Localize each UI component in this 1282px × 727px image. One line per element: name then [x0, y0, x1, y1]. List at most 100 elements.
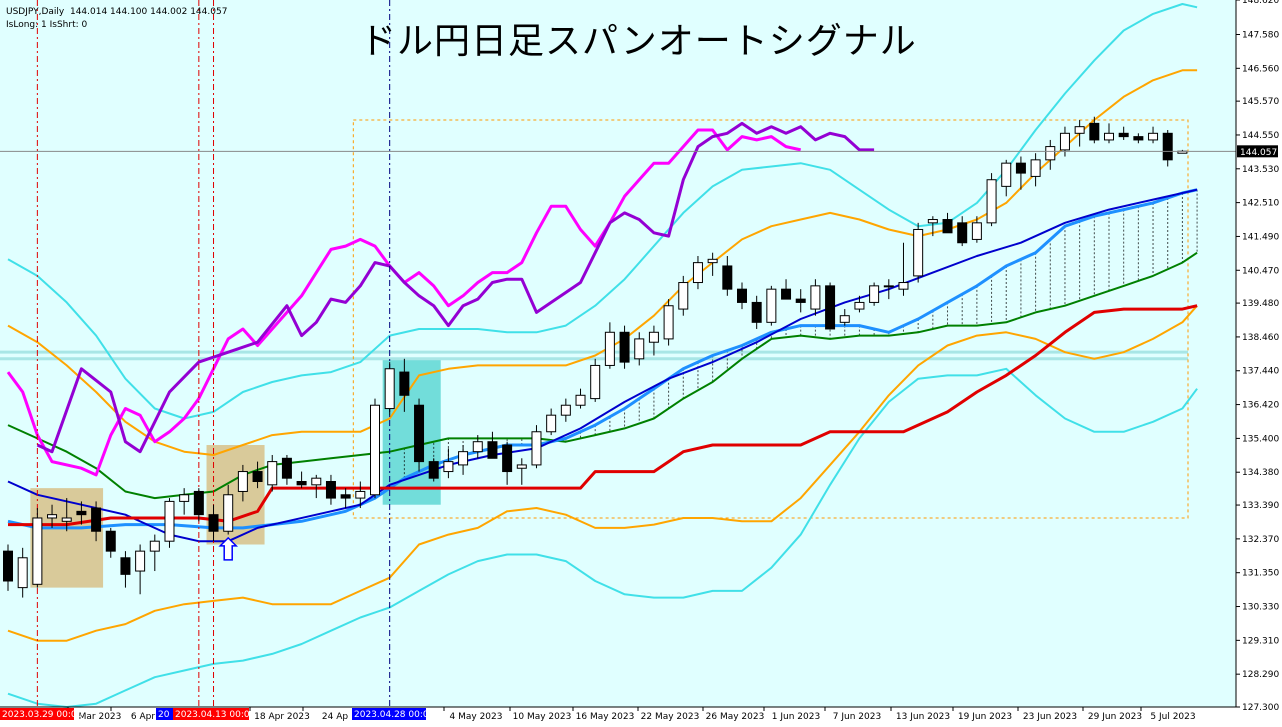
- candle-body-24: [355, 490, 366, 499]
- candle-body-52: [766, 288, 777, 323]
- candle-body-62: [913, 228, 924, 277]
- candle-body-45: [663, 305, 674, 340]
- x-tick-label-0: Mar 2023: [79, 712, 122, 722]
- candle-body-74: [1089, 122, 1100, 141]
- price-axis-background: [1236, 0, 1282, 727]
- candle-body-29: [428, 461, 439, 479]
- candle-body-23: [340, 494, 351, 499]
- y-tick-label-2: 146.560: [1242, 64, 1279, 74]
- candle-body-38: [560, 404, 571, 416]
- candle-body-67: [986, 179, 997, 224]
- candle-body-73: [1074, 126, 1085, 134]
- chikou-line-early: [6, 128, 802, 477]
- date-flag-label-2: 2023.04.13 00:00: [175, 710, 256, 720]
- candle-body-6: [91, 507, 102, 532]
- candle-body-12: [179, 494, 190, 502]
- candle-body-11: [164, 500, 175, 542]
- candle-body-43: [634, 338, 645, 360]
- y-tick-label-18: 130.330: [1242, 603, 1279, 613]
- y-tick-label-12: 136.420: [1242, 401, 1279, 411]
- candle-body-27: [399, 371, 410, 396]
- y-tick-label-16: 132.370: [1242, 535, 1279, 545]
- candle-body-68: [1001, 162, 1012, 187]
- date-flag-0: [0, 708, 74, 720]
- x-tick-label-13: 23 Jun 2023: [1023, 712, 1077, 722]
- candle-body-41: [604, 331, 615, 366]
- x-tick-label-1: 6 Apr: [131, 712, 155, 722]
- candle-body-3: [47, 514, 58, 519]
- y-tick-label-21: 127.300: [1242, 703, 1279, 713]
- candle-body-51: [751, 301, 762, 323]
- candle-body-54: [795, 298, 806, 303]
- candle-body-59: [869, 285, 880, 303]
- y-tick-label-13: 135.400: [1242, 434, 1279, 444]
- candle-body-58: [854, 301, 865, 310]
- x-tick-label-9: 1 Jun 2023: [772, 712, 820, 722]
- y-tick-label-0: 148.620: [1242, 0, 1279, 6]
- senkou-b-line: [7, 251, 1198, 500]
- y-tick-label-17: 131.350: [1242, 569, 1279, 579]
- y-tick-label-7: 141.490: [1242, 232, 1279, 242]
- candle-body-65: [957, 222, 968, 244]
- x-tick-label-5: 10 May 2023: [513, 712, 572, 722]
- candle-body-69: [1015, 162, 1026, 174]
- candle-body-13: [193, 490, 204, 516]
- candle-body-60: [883, 285, 894, 288]
- candle-body-63: [927, 219, 938, 224]
- candle-body-53: [781, 288, 792, 300]
- candle-body-44: [648, 331, 659, 343]
- candle-body-72: [1059, 132, 1070, 151]
- candle-body-8: [120, 557, 131, 575]
- y-tick-label-1: 147.580: [1242, 30, 1279, 40]
- y-tick-label-5: 143.530: [1242, 165, 1279, 175]
- candle-body-75: [1104, 132, 1114, 141]
- candle-body-70: [1030, 159, 1041, 177]
- y-tick-label-19: 129.310: [1242, 636, 1279, 646]
- candle-body-77: [1133, 136, 1144, 141]
- x-tick-label-11: 13 Jun 2023: [896, 712, 950, 722]
- candle-body-32: [472, 441, 483, 453]
- candle-body-40: [590, 364, 601, 400]
- candle-body-26: [384, 368, 395, 410]
- y-tick-label-11: 137.440: [1242, 367, 1279, 377]
- x-tick-label-2: 18 Apr 2023: [254, 712, 310, 722]
- candle-body-0: [3, 550, 13, 582]
- current-price-label: 144.057: [1240, 148, 1277, 158]
- candle-body-46: [678, 282, 689, 310]
- buy-signal-arrow: [218, 536, 239, 561]
- symbol-quote-line: USDJPY,Daily 144.014 144.100 144.002 144…: [6, 7, 228, 17]
- kijun-line: [8, 304, 1198, 527]
- x-tick-label-10: 7 Jun 2023: [833, 712, 881, 722]
- candle-body-20: [296, 481, 307, 486]
- date-flag-1: [156, 708, 174, 720]
- range-box: [352, 119, 1189, 519]
- date-flag-2: [173, 708, 249, 720]
- x-tick-label-3: 24 Ap: [322, 712, 348, 722]
- candle-body-17: [252, 471, 263, 483]
- y-tick-label-9: 139.480: [1242, 299, 1279, 309]
- candle-body-71: [1045, 146, 1056, 161]
- date-flag-3: [352, 708, 426, 720]
- signal-status-line: IsLong: 1 IsShrt: 0: [6, 20, 88, 30]
- candle-body-47: [692, 262, 703, 284]
- chikou-line-late: [36, 121, 875, 454]
- candle-body-10: [149, 540, 160, 552]
- candle-body-76: [1118, 132, 1129, 138]
- x-tick-label-6: 16 May 2023: [576, 712, 635, 722]
- candle-body-61: [898, 282, 909, 290]
- candle-body-5: [76, 510, 87, 516]
- candle-body-56: [825, 285, 836, 330]
- candle-body-35: [516, 464, 527, 469]
- current-price-badge: [1237, 145, 1278, 158]
- candle-body-15: [223, 494, 234, 532]
- candle-body-42: [619, 331, 630, 363]
- candle-body-36: [531, 431, 542, 466]
- candle-body-57: [839, 315, 850, 323]
- chart-title: ドル円日足スパンオートシグナル: [360, 21, 917, 62]
- candle-body-31: [458, 451, 469, 466]
- candle-body-50: [737, 288, 747, 303]
- candle-body-2: [32, 517, 43, 585]
- time-axis-background: [0, 707, 1236, 727]
- y-tick-label-8: 140.470: [1242, 266, 1279, 276]
